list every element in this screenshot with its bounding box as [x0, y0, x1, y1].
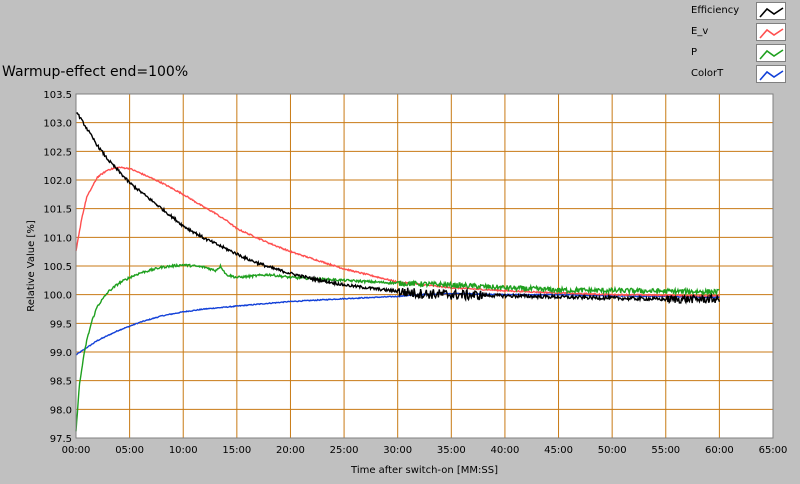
x-tick-label: 40:00: [491, 445, 520, 456]
legend-item-p: P: [683, 43, 788, 63]
x-tick-label: 25:00: [330, 445, 359, 456]
x-tick-label: 00:00: [62, 445, 91, 456]
y-tick-label: 99.5: [50, 319, 72, 330]
y-tick-label: 98.0: [50, 405, 72, 416]
legend-swatch-efficiency: [756, 2, 786, 20]
x-tick-label: 65:00: [759, 445, 788, 456]
x-tick-label: 20:00: [276, 445, 305, 456]
x-axis-ticks: 00:00 05:00 10:00 15:00 20:00 25:00 30:00 35:00…: [62, 445, 788, 456]
x-tick-label: 10:00: [169, 445, 198, 456]
y-tick-label: 103.5: [43, 90, 72, 101]
x-axis-label: Time after switch-on [MM:SS]: [350, 465, 498, 476]
y-tick-label: 101.5: [43, 205, 72, 216]
x-tick-label: 35:00: [437, 445, 466, 456]
y-tick-label: 100.0: [43, 291, 72, 302]
series-line-p: [75, 262, 720, 432]
legend-item-efficiency: Efficiency: [683, 1, 788, 21]
series-line-colort: [75, 292, 720, 356]
x-tick-label: 30:00: [383, 445, 412, 456]
x-tick-label: 60:00: [705, 445, 734, 456]
legend: Efficiency E_v P ColorT: [683, 0, 788, 86]
chart-title: Warmup-effect end=100%: [2, 64, 189, 80]
x-tick-label: 55:00: [651, 445, 680, 456]
y-tick-label: 102.0: [43, 176, 72, 187]
legend-label-efficiency: Efficiency: [691, 5, 740, 16]
x-tick-label: 50:00: [598, 445, 627, 456]
legend-label-e-v: E_v: [691, 26, 709, 37]
y-tick-label: 100.5: [43, 262, 72, 273]
x-tick-label: 05:00: [115, 445, 144, 456]
y-tick-label: 99.0: [50, 348, 72, 359]
x-tick-label: 45:00: [544, 445, 573, 456]
legend-label-colort: ColorT: [691, 68, 724, 79]
legend-swatch-colort: [756, 65, 786, 83]
y-tick-label: 101.0: [43, 233, 72, 244]
y-tick-label: 97.5: [50, 434, 72, 445]
legend-label-p: P: [691, 47, 698, 58]
legend-swatch-e-v: [756, 23, 786, 41]
y-axis-ticks: 97.5 98.0 98.5 99.0 99.5 100.0 100.5 101.0 101.5…: [43, 90, 72, 445]
series-line-efficiency: [75, 112, 721, 305]
x-tick-label: 15:00: [222, 445, 251, 456]
legend-swatch-p: [756, 44, 786, 62]
y-tick-label: 103.0: [43, 119, 72, 130]
y-axis-label: Relative Value [%]: [26, 220, 37, 312]
plot-frame: [75, 93, 774, 439]
y-tick-label: 98.5: [50, 377, 72, 388]
y-tick-label: 102.5: [43, 147, 72, 158]
legend-item-colort: ColorT: [683, 64, 788, 84]
legend-item-e-v: E_v: [683, 22, 788, 42]
series-layer: [75, 112, 721, 432]
